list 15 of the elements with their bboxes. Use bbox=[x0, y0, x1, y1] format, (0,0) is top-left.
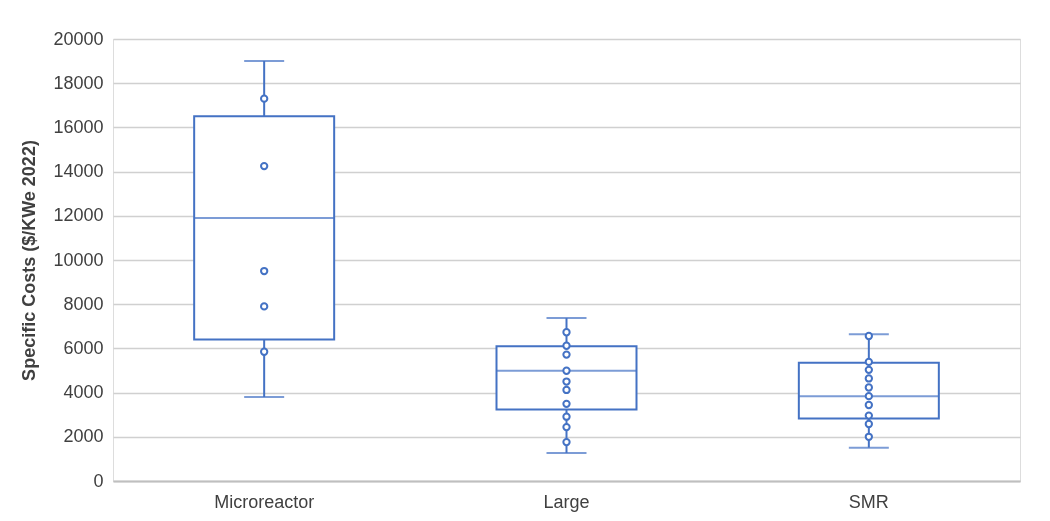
y-tick-label: 8000 bbox=[63, 293, 104, 314]
x-tick-label: Large bbox=[543, 491, 590, 512]
y-tick-label: 0 bbox=[93, 470, 104, 491]
y-tick-label: 16000 bbox=[53, 116, 104, 137]
y-tick-label: 10000 bbox=[53, 249, 104, 270]
y-tick-label: 18000 bbox=[53, 72, 104, 93]
y-tick-label: 14000 bbox=[53, 161, 104, 182]
y-tick-label: 2000 bbox=[63, 426, 104, 447]
y-axis-title: Specific Costs ($/KWe 2022) bbox=[19, 140, 40, 381]
x-tick-label: Microreactor bbox=[214, 491, 315, 512]
y-tick-label: 20000 bbox=[53, 28, 104, 49]
y-tick-label: 4000 bbox=[63, 382, 104, 403]
x-tick-label: SMR bbox=[848, 491, 889, 512]
y-tick-label: 12000 bbox=[53, 205, 104, 226]
y-tick-label: 6000 bbox=[63, 337, 104, 358]
